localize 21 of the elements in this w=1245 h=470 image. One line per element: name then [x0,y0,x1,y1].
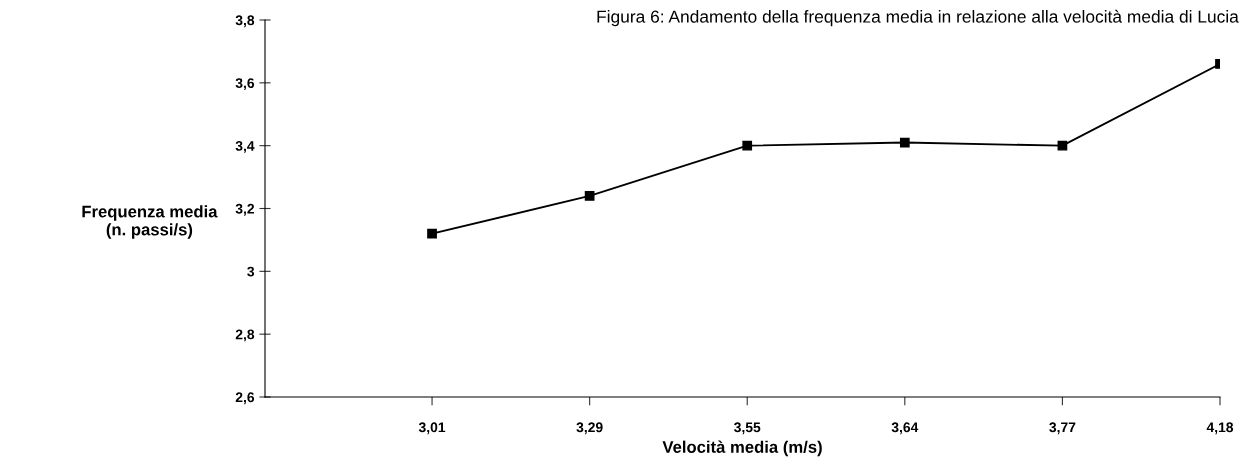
x-tick-label: 3,29 [576,422,603,435]
y-tick-label: 3 [247,266,255,277]
y-tick-label: 2,6 [235,392,255,405]
x-tick-label: 3,77 [1049,422,1076,435]
point [742,140,753,151]
x-tick-label: 4,18 [1206,422,1234,435]
point [584,191,595,201]
y-tick-label: 3,6 [235,78,255,91]
chart-title: Figura 6: Andamento della frequenza media in relazione alla velocità media di Lucia [597,9,1239,27]
x-tick-label: 3,64 [891,422,919,435]
y-tick-label: 2,8 [235,329,255,342]
y-tick-label: 3,8 [235,15,255,28]
point [1057,140,1068,151]
point [899,137,910,148]
x-tick-label: 3,55 [734,422,761,435]
y-tick-label: 3,4 [235,141,255,153]
y-tick-label: 3,2 [235,203,255,216]
x-axis-title: Velocità media (m/s) [662,440,822,457]
y-axis-title: Frequenza media (n. passi/s) [82,205,218,239]
x-tick-label: 3,01 [418,422,446,435]
point [427,228,437,239]
